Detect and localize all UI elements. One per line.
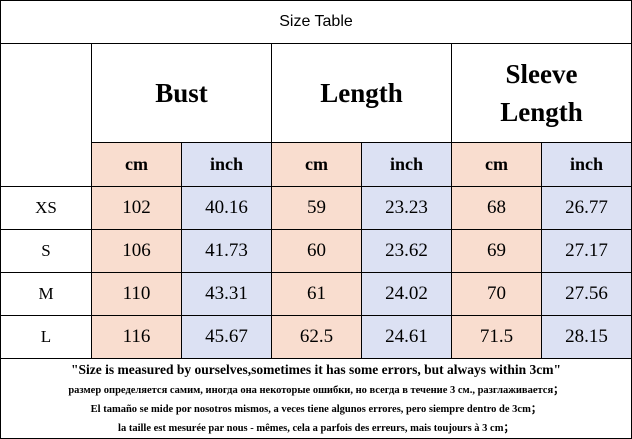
- measurement: 23.62: [362, 230, 452, 273]
- unit-header: inch: [362, 143, 452, 187]
- measurement: 60: [272, 230, 362, 273]
- notes: "Size is measured by ourselves,sometimes…: [1, 359, 631, 438]
- note: размер определяется самим, иногда она не…: [68, 385, 564, 396]
- unit-header: cm: [92, 143, 182, 187]
- measurement: 61: [272, 273, 362, 316]
- size-label: XS: [1, 187, 92, 230]
- note: El tamaño se mide por nosotros mismos, a…: [90, 404, 542, 415]
- measurement: 70: [452, 273, 542, 316]
- measurement: 62.5: [272, 316, 362, 359]
- size-label: S: [1, 230, 92, 273]
- measurement: 26.77: [542, 187, 631, 230]
- measurement: 43.31: [182, 273, 272, 316]
- measurement: 106: [92, 230, 182, 273]
- measurement: 59: [272, 187, 362, 230]
- measurement: 68: [452, 187, 542, 230]
- measurement: 71.5: [452, 316, 542, 359]
- measurement: 69: [452, 230, 542, 273]
- measurement: 27.56: [542, 273, 631, 316]
- measurement: 116: [92, 316, 182, 359]
- measurement: 41.73: [182, 230, 272, 273]
- column-group: Length: [272, 44, 452, 143]
- unit-header: inch: [542, 143, 631, 187]
- measurement: 40.16: [182, 187, 272, 230]
- unit-header: inch: [182, 143, 272, 187]
- note: "Size is measured by ourselves,sometimes…: [71, 362, 561, 377]
- measurement: 45.67: [182, 316, 272, 359]
- measurement: 110: [92, 273, 182, 316]
- measurement: 28.15: [542, 316, 631, 359]
- size-label: L: [1, 316, 92, 359]
- column-group: Bust: [92, 44, 272, 143]
- measurement: 24.02: [362, 273, 452, 316]
- measurement: 27.17: [542, 230, 631, 273]
- column-group: Sleeve Length: [452, 44, 631, 143]
- note: la taille est mesurée par nous - mêmes, …: [118, 423, 514, 434]
- measurement: 24.61: [362, 316, 452, 359]
- corner: [1, 44, 92, 187]
- measurement: 102: [92, 187, 182, 230]
- unit-header: cm: [272, 143, 362, 187]
- table-title: Size Table: [1, 1, 631, 44]
- size-label: M: [1, 273, 92, 316]
- measurement: 23.23: [362, 187, 452, 230]
- unit-header: cm: [452, 143, 542, 187]
